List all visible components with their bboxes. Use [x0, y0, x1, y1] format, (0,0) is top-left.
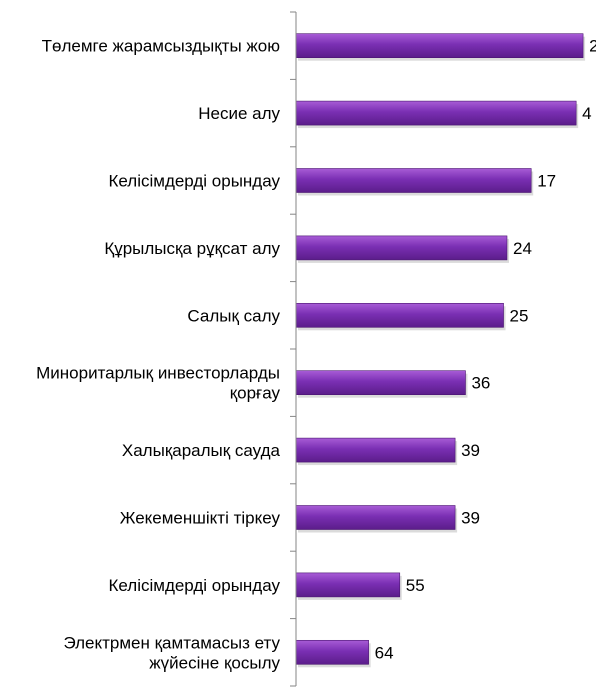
bar — [295, 33, 584, 59]
data-label: 39 — [461, 509, 480, 528]
bars-layer — [295, 33, 586, 668]
category-tick-label: Несие алу — [198, 104, 280, 123]
data-label: 36 — [471, 374, 490, 393]
bar — [295, 168, 532, 193]
data-label: 64 — [375, 643, 394, 662]
data-label: 2 — [589, 37, 596, 56]
bar — [295, 302, 504, 328]
data-label: 55 — [406, 576, 425, 595]
data-label: 24 — [513, 239, 532, 258]
category-tick-label: Электрмен қамтамасыз ету — [63, 633, 280, 652]
bar — [295, 572, 401, 598]
category-tick-label: жүйесіне қосылу — [149, 653, 280, 672]
data-label: 17 — [537, 172, 556, 191]
bar — [295, 437, 456, 463]
bar — [295, 639, 369, 665]
axis-layer — [290, 11, 297, 687]
data-label: 39 — [461, 441, 480, 460]
category-tick-label: Төлемге жарамсыздықты жою — [42, 37, 281, 56]
category-tick-label: қорғау — [230, 384, 281, 403]
category-tick-label: Құрылысқа рұқсат алу — [104, 239, 280, 258]
bar — [295, 100, 577, 126]
bar — [295, 370, 466, 396]
category-tick-label: Келісімдерді орындау — [108, 172, 280, 191]
bar — [295, 235, 508, 261]
category-tick-label: Салық салу — [187, 306, 280, 325]
category-tick-label: Жекеменшікті тіркеу — [120, 509, 281, 528]
data-label: 4 — [582, 104, 591, 123]
bar — [295, 505, 456, 530]
category-tick-label: Келісімдерді орындау — [108, 576, 280, 595]
data-label: 25 — [510, 306, 529, 325]
category-tick-label: Халықаралық сауда — [122, 441, 281, 460]
category-tick-label: Миноритарлық инвесторларды — [36, 364, 280, 383]
labels-layer: 2 Төлемге жарамсыздықты жою 4 Несие алу 17 Ке… — [36, 37, 596, 673]
